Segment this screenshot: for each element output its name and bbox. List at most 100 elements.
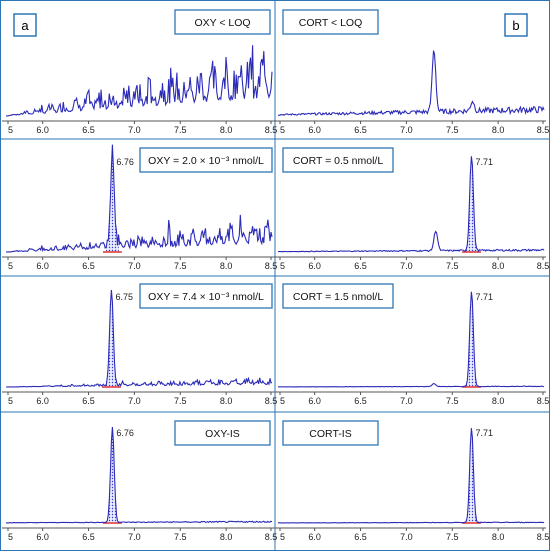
peak-area xyxy=(465,291,478,387)
x-tick-label: 6.0 xyxy=(308,396,321,406)
annotation-box xyxy=(282,147,394,173)
annotation-text: CORT < LOQ xyxy=(299,17,363,29)
peak-area xyxy=(105,290,118,387)
peak-area xyxy=(465,156,478,252)
x-tick-label: 8.0 xyxy=(492,396,505,406)
chromatogram-a2: 5 6.0 6.5 7.0 7.5 8.0 8.5 6.76 OXY = 2.0 × 10⁻³ … xyxy=(2,144,278,271)
x-tick-label: 6.0 xyxy=(36,125,49,135)
x-tick-label: 8.0 xyxy=(220,532,233,542)
x-tick-label: 6.5 xyxy=(354,261,367,271)
peak-label: 7.71 xyxy=(476,428,494,438)
x-tick-label: 6.0 xyxy=(308,125,321,135)
x-tick-label: 5 xyxy=(280,125,285,135)
peak-label: 6.76 xyxy=(116,428,134,438)
chromatogram-trace xyxy=(278,428,545,524)
x-tick-label: 8.5 xyxy=(265,261,278,271)
x-tick-label: 8.0 xyxy=(492,532,505,542)
x-tick-label: 5 xyxy=(8,125,13,135)
annotation-box xyxy=(139,147,273,173)
x-tick-label: 7.5 xyxy=(174,396,187,406)
chromatogram-b4: 5 6.0 6.5 7.0 7.5 8.0 8.5 7.71 CORT-IS xyxy=(274,420,550,542)
x-tick-label: 5 xyxy=(8,261,13,271)
annotation-box xyxy=(282,420,379,446)
x-tick-label: 6.0 xyxy=(308,532,321,542)
annotation-text: OXY = 2.0 × 10⁻³ nmol/L xyxy=(148,155,264,167)
x-tick-label: 7.0 xyxy=(128,532,141,542)
x-tick-label: 8.0 xyxy=(220,261,233,271)
chromatogram-trace xyxy=(6,289,273,388)
annotation-box xyxy=(282,283,394,309)
x-tick-label: 7.0 xyxy=(400,261,413,271)
annotation-text: CORT = 0.5 nmol/L xyxy=(293,155,384,167)
x-tick-label: 7.5 xyxy=(174,532,187,542)
chromatogram-plots: 5 6.0 6.5 7.0 7.5 8.0 8.5 OXY < LOQ 5 6.0 6.5 7.0 7.… xyxy=(2,9,550,542)
chromatogram-b3: 5 6.0 6.5 7.0 7.5 8.0 8.5 7.71 CORT = 1.5 nmol/L xyxy=(274,283,550,406)
chromatogram-a1: 5 6.0 6.5 7.0 7.5 8.0 8.5 OXY < LOQ xyxy=(2,9,277,135)
chromatogram-trace xyxy=(277,291,545,388)
x-tick-label: 7.0 xyxy=(128,261,141,271)
peak-area xyxy=(105,427,119,523)
annotation-text: CORT = 1.5 nmol/L xyxy=(293,291,384,303)
x-tick-label: 6.5 xyxy=(354,396,367,406)
panel-label-a-text: a xyxy=(21,18,29,33)
x-tick-label: 6.0 xyxy=(308,261,321,271)
x-tick-label: 5 xyxy=(8,532,13,542)
peak-label: 7.71 xyxy=(476,157,494,167)
x-tick-label: 6.0 xyxy=(36,532,49,542)
chromatogram-a4: 5 6.0 6.5 7.0 7.5 8.0 8.5 6.76 OXY-IS xyxy=(2,420,278,542)
chromatogram-trace xyxy=(277,156,545,253)
x-tick-label: 5 xyxy=(280,532,285,542)
chromatogram-trace xyxy=(5,427,273,524)
x-tick-label: 8.0 xyxy=(220,125,233,135)
x-tick-label: 6.5 xyxy=(354,532,367,542)
x-tick-label: 8.5 xyxy=(265,532,278,542)
x-tick-label: 7.0 xyxy=(128,396,141,406)
panel-label-b: b xyxy=(504,13,528,37)
panel-label-a: a xyxy=(13,13,37,37)
x-tick-label: 7.5 xyxy=(446,396,459,406)
x-tick-label: 7.0 xyxy=(400,532,413,542)
x-tick-label: 7.0 xyxy=(400,396,413,406)
x-tick-label: 7.5 xyxy=(446,125,459,135)
annotation-box xyxy=(174,9,271,35)
x-tick-label: 7.5 xyxy=(446,261,459,271)
x-tick-label: 6.5 xyxy=(82,125,95,135)
annotation-box xyxy=(174,420,271,446)
annotation-text: OXY-IS xyxy=(205,428,240,440)
x-tick-label: 6.0 xyxy=(36,261,49,271)
chromatogram-b2: 5 6.0 6.5 7.0 7.5 8.0 8.5 7.71 CORT = 0.5 nmol/L xyxy=(274,147,550,271)
x-tick-label: 8.5 xyxy=(537,261,550,271)
x-tick-label: 5 xyxy=(280,261,285,271)
panel-label-b-text: b xyxy=(512,18,519,33)
chromatogram-trace xyxy=(5,45,273,117)
x-tick-label: 7.0 xyxy=(400,125,413,135)
x-tick-label: 6.0 xyxy=(36,396,49,406)
peak-area xyxy=(465,428,478,523)
chromatogram-trace xyxy=(5,144,273,253)
x-tick-label: 7.5 xyxy=(174,261,187,271)
x-tick-label: 8.0 xyxy=(492,261,505,271)
peak-label: 6.75 xyxy=(115,292,133,302)
x-tick-label: 8.5 xyxy=(537,396,550,406)
x-tick-label: 5 xyxy=(8,396,13,406)
x-tick-label: 6.5 xyxy=(82,396,95,406)
x-tick-label: 5 xyxy=(280,396,285,406)
x-tick-label: 8.5 xyxy=(265,396,278,406)
x-tick-label: 6.5 xyxy=(82,532,95,542)
peak-label: 6.76 xyxy=(116,157,134,167)
x-tick-label: 7.5 xyxy=(446,532,459,542)
annotation-box xyxy=(139,283,273,309)
annotation-text: CORT-IS xyxy=(309,428,351,440)
chromatogram-trace xyxy=(277,50,545,116)
x-tick-label: 7.0 xyxy=(128,125,141,135)
annotation-box xyxy=(282,9,379,35)
x-tick-label: 8.5 xyxy=(537,125,550,135)
x-tick-label: 6.5 xyxy=(82,261,95,271)
x-tick-label: 7.5 xyxy=(174,125,187,135)
x-tick-label: 8.0 xyxy=(492,125,505,135)
annotation-text: OXY = 7.4 × 10⁻³ nmol/L xyxy=(148,291,264,303)
x-tick-label: 8.5 xyxy=(537,532,550,542)
chromatogram-a3: 5 6.0 6.5 7.0 7.5 8.0 8.5 6.75 OXY = 7.4 × 10⁻³ … xyxy=(2,283,278,406)
x-tick-label: 8.0 xyxy=(220,396,233,406)
